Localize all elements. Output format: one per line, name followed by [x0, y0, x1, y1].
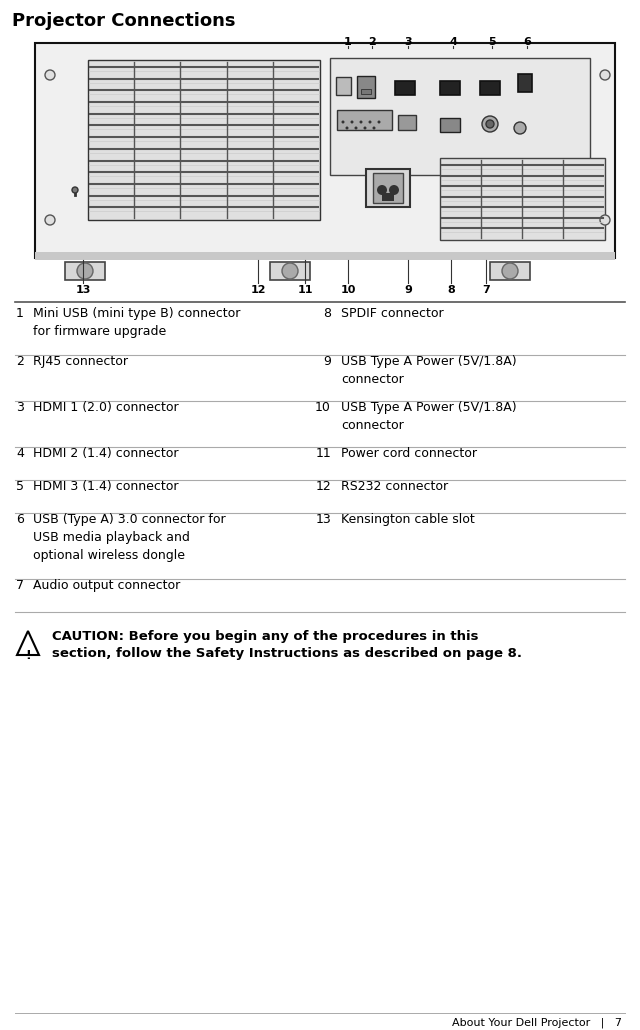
Text: 13: 13	[76, 285, 91, 295]
Circle shape	[502, 263, 518, 279]
Text: HDMI 2 (1.4) connector: HDMI 2 (1.4) connector	[33, 447, 179, 460]
Text: SPDIF connector: SPDIF connector	[341, 307, 444, 320]
Text: 13: 13	[316, 513, 331, 526]
Text: 4: 4	[449, 37, 457, 47]
Circle shape	[77, 263, 93, 279]
Text: 3: 3	[404, 37, 412, 47]
Text: 3: 3	[16, 401, 24, 414]
Circle shape	[72, 187, 78, 193]
Text: 12: 12	[316, 480, 331, 493]
Polygon shape	[17, 631, 39, 655]
Bar	[395, 81, 415, 95]
Bar	[440, 158, 605, 240]
Text: 7: 7	[482, 285, 490, 295]
Circle shape	[282, 263, 298, 279]
Text: CAUTION: Before you begin any of the procedures in this: CAUTION: Before you begin any of the pro…	[52, 630, 479, 643]
Text: About Your Dell Projector   |   7: About Your Dell Projector | 7	[452, 1018, 622, 1029]
Bar	[440, 118, 460, 132]
Circle shape	[364, 127, 367, 130]
Bar	[382, 193, 394, 201]
Circle shape	[372, 127, 376, 130]
Text: 10: 10	[340, 285, 356, 295]
Text: 6: 6	[16, 513, 24, 526]
Text: USB Type A Power (5V/1.8A)
connector: USB Type A Power (5V/1.8A) connector	[341, 355, 516, 386]
Bar	[518, 74, 532, 92]
Text: Audio output connector: Audio output connector	[33, 579, 180, 592]
Text: 1: 1	[16, 307, 24, 320]
Circle shape	[355, 127, 358, 130]
Bar	[440, 81, 460, 95]
Bar	[361, 89, 371, 94]
Text: 5: 5	[16, 480, 24, 493]
Text: RJ45 connector: RJ45 connector	[33, 355, 128, 368]
Circle shape	[486, 121, 494, 128]
Text: Projector Connections: Projector Connections	[12, 12, 236, 30]
Bar	[398, 115, 416, 130]
Text: 12: 12	[250, 285, 266, 295]
Text: HDMI 3 (1.4) connector: HDMI 3 (1.4) connector	[33, 480, 179, 493]
Bar	[357, 76, 375, 98]
Bar	[88, 60, 320, 220]
Circle shape	[389, 185, 399, 195]
Text: 1: 1	[344, 37, 352, 47]
Circle shape	[514, 122, 526, 134]
Circle shape	[45, 70, 55, 80]
Circle shape	[360, 121, 362, 124]
Circle shape	[346, 127, 349, 130]
Text: HDMI 1 (2.0) connector: HDMI 1 (2.0) connector	[33, 401, 179, 414]
Text: 2: 2	[368, 37, 376, 47]
Circle shape	[351, 121, 353, 124]
Text: !: !	[25, 649, 31, 662]
Circle shape	[342, 121, 344, 124]
Circle shape	[378, 121, 381, 124]
Text: 5: 5	[488, 37, 496, 47]
Text: 8: 8	[323, 307, 331, 320]
Text: RS232 connector: RS232 connector	[341, 480, 448, 493]
Bar	[270, 262, 310, 280]
Text: 7: 7	[16, 579, 24, 592]
Bar	[490, 262, 530, 280]
Text: USB Type A Power (5V/1.8A)
connector: USB Type A Power (5V/1.8A) connector	[341, 401, 516, 432]
Text: Power cord connector: Power cord connector	[341, 447, 477, 460]
Text: Kensington cable slot: Kensington cable slot	[341, 513, 475, 526]
Circle shape	[600, 215, 610, 225]
Text: 2: 2	[16, 355, 24, 368]
Bar	[337, 110, 392, 130]
Text: 6: 6	[523, 37, 531, 47]
Text: 4: 4	[16, 447, 24, 460]
Bar	[366, 169, 410, 207]
Circle shape	[482, 116, 498, 132]
Bar	[336, 77, 351, 95]
Text: 8: 8	[447, 285, 455, 295]
Bar	[35, 252, 615, 260]
Bar	[65, 262, 105, 280]
Text: 11: 11	[297, 285, 313, 295]
Circle shape	[369, 121, 371, 124]
Text: 11: 11	[316, 447, 331, 460]
Bar	[35, 43, 615, 258]
Bar	[373, 173, 403, 203]
Text: section, follow the Safety Instructions as described on page 8.: section, follow the Safety Instructions …	[52, 647, 522, 660]
Circle shape	[45, 215, 55, 225]
Bar	[480, 81, 500, 95]
Circle shape	[600, 70, 610, 80]
Text: Mini USB (mini type B) connector
for firmware upgrade: Mini USB (mini type B) connector for fir…	[33, 307, 241, 338]
Text: 9: 9	[323, 355, 331, 368]
Text: 9: 9	[404, 285, 412, 295]
Text: USB (Type A) 3.0 connector for
USB media playback and
optional wireless dongle: USB (Type A) 3.0 connector for USB media…	[33, 513, 226, 562]
Text: 10: 10	[315, 401, 331, 414]
Bar	[330, 58, 590, 175]
Circle shape	[377, 185, 387, 195]
